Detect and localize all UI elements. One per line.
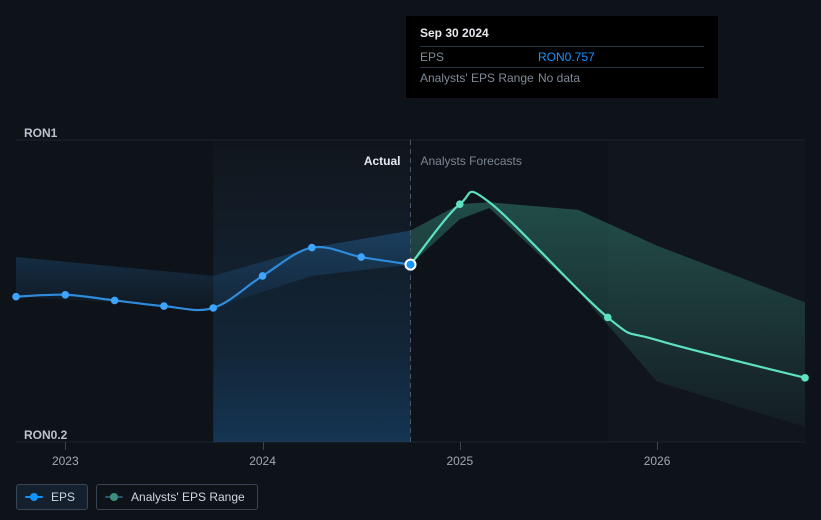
tooltip-value: RON0.757: [538, 50, 595, 64]
x-tick: [460, 442, 461, 450]
region-label-actual: Actual: [364, 154, 401, 168]
chart-svg: [16, 140, 805, 442]
legend-item-range[interactable]: Analysts' EPS Range: [96, 484, 258, 510]
x-tick-label: 2023: [52, 454, 79, 468]
legend-item-eps[interactable]: EPS: [16, 484, 88, 510]
x-tick: [263, 442, 264, 450]
chart-plot-area[interactable]: Actual Analysts Forecasts: [16, 140, 805, 442]
legend-marker-icon: [25, 492, 43, 502]
tooltip-date: Sep 30 2024: [420, 26, 704, 40]
tooltip-label: Analysts' EPS Range: [420, 71, 538, 85]
legend-marker-icon: [105, 492, 123, 502]
hover-tooltip: Sep 30 2024 EPS RON0.757 Analysts' EPS R…: [406, 16, 718, 98]
region-label-forecast: Analysts Forecasts: [421, 154, 522, 168]
tooltip-row-eps: EPS RON0.757: [420, 46, 704, 67]
eps-forecast-widget: { "colors": { "background": "#0e1319", "…: [0, 0, 821, 520]
tooltip-label: EPS: [420, 50, 538, 64]
tooltip-value: No data: [538, 71, 580, 85]
legend: EPS Analysts' EPS Range: [16, 484, 258, 510]
x-tick-label: 2026: [644, 454, 671, 468]
x-tick-label: 2025: [446, 454, 473, 468]
legend-label: Analysts' EPS Range: [131, 490, 245, 504]
legend-label: EPS: [51, 490, 75, 504]
x-tick-label: 2024: [249, 454, 276, 468]
x-tick: [657, 442, 658, 450]
x-tick: [65, 442, 66, 450]
y-tick-label-max: RON1: [24, 126, 57, 140]
tooltip-row-range: Analysts' EPS Range No data: [420, 67, 704, 88]
